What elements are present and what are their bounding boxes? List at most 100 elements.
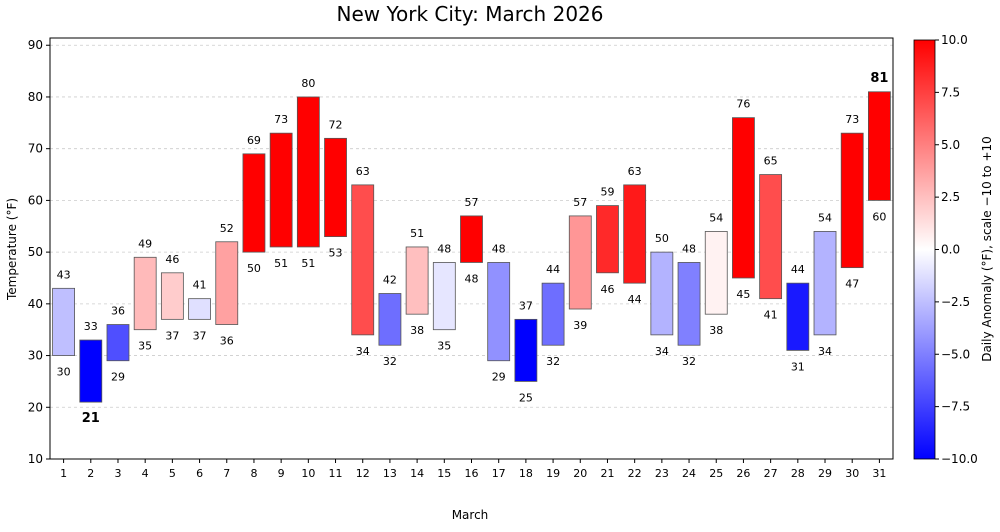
colorbar-gradient bbox=[913, 39, 936, 460]
high-label: 57 bbox=[573, 196, 587, 209]
bar-day-26 bbox=[732, 117, 755, 279]
low-label: 32 bbox=[682, 355, 696, 368]
bar-day-22 bbox=[623, 184, 647, 284]
bar-day-28 bbox=[786, 282, 810, 351]
low-label: 25 bbox=[519, 391, 533, 404]
low-label: 47 bbox=[845, 278, 859, 291]
low-label: 34 bbox=[356, 345, 370, 358]
x-tick-label: 26 bbox=[736, 467, 750, 480]
x-tick-label: 8 bbox=[250, 467, 257, 480]
x-tick-label: 4 bbox=[142, 467, 149, 480]
y-tick-label: 30 bbox=[28, 349, 43, 363]
x-tick-label: 14 bbox=[410, 467, 424, 480]
bar-day-2 bbox=[79, 339, 103, 403]
chart-title: New York City: March 2026 bbox=[336, 2, 603, 26]
y-tick-label: 40 bbox=[28, 297, 43, 311]
x-tick-label: 27 bbox=[764, 467, 778, 480]
bar-day-18 bbox=[514, 318, 538, 382]
low-label: 51 bbox=[274, 257, 288, 270]
high-label: 69 bbox=[247, 134, 261, 147]
colorbar-tick-label: −7.5 bbox=[941, 400, 970, 414]
x-tick-label: 5 bbox=[169, 467, 176, 480]
bar-day-31 bbox=[868, 91, 891, 201]
y-axis-label: Temperature (°F) bbox=[5, 198, 19, 301]
low-label: 32 bbox=[546, 355, 560, 368]
high-label: 63 bbox=[628, 165, 642, 178]
low-label: 35 bbox=[437, 340, 451, 353]
high-label: 51 bbox=[410, 227, 424, 240]
colorbar-tick-label: 10.0 bbox=[941, 33, 968, 47]
bar-day-3 bbox=[106, 324, 130, 362]
low-label: 36 bbox=[220, 335, 234, 348]
high-label: 33 bbox=[84, 320, 98, 333]
low-label: 50 bbox=[247, 262, 261, 275]
high-label: 44 bbox=[791, 263, 805, 276]
x-tick-label: 21 bbox=[600, 467, 614, 480]
colorbar: 10.0 7.5 5.0 2.5 0.0 −2.5 −5.0 −7.5 −10.0 Daily … bbox=[913, 33, 994, 466]
x-tick-label: 16 bbox=[465, 467, 479, 480]
x-tick-label: 3 bbox=[114, 467, 121, 480]
bar-day-16 bbox=[460, 215, 483, 263]
low-label: 37 bbox=[193, 329, 207, 342]
high-label: 48 bbox=[492, 242, 506, 255]
bar-day-30 bbox=[840, 132, 864, 269]
low-label: 60 bbox=[872, 210, 886, 223]
high-label: 72 bbox=[329, 118, 343, 131]
low-label: 31 bbox=[791, 360, 805, 373]
low-label: 35 bbox=[138, 340, 152, 353]
x-tick-label: 13 bbox=[383, 467, 397, 480]
low-label: 41 bbox=[764, 309, 778, 322]
high-label: 65 bbox=[764, 155, 778, 168]
high-label: 49 bbox=[138, 237, 152, 250]
colorbar-tick-label: 2.5 bbox=[941, 190, 960, 204]
y-tick-label: 20 bbox=[28, 400, 43, 414]
y-tick-label: 90 bbox=[28, 38, 43, 52]
high-label: 52 bbox=[220, 222, 234, 235]
x-tick-label: 30 bbox=[845, 467, 859, 480]
high-label: 50 bbox=[655, 232, 669, 245]
low-label: 29 bbox=[111, 371, 125, 384]
x-tick-label: 9 bbox=[278, 467, 285, 480]
bar-day-7 bbox=[215, 241, 239, 325]
high-label: 73 bbox=[845, 113, 859, 126]
low-label: 48 bbox=[465, 272, 479, 285]
high-label: 46 bbox=[165, 253, 179, 266]
high-label: 80 bbox=[301, 77, 315, 90]
high-label: 54 bbox=[709, 211, 723, 224]
x-tick-label: 25 bbox=[709, 467, 723, 480]
bar-day-12 bbox=[351, 184, 375, 336]
bar-day-5 bbox=[160, 272, 184, 320]
high-label: 42 bbox=[383, 273, 397, 286]
high-label: 36 bbox=[111, 305, 125, 318]
low-label: 53 bbox=[329, 247, 343, 260]
high-label: 48 bbox=[682, 242, 696, 255]
y-tick-label: 60 bbox=[28, 193, 43, 207]
low-label: 45 bbox=[736, 288, 750, 301]
low-label: 30 bbox=[57, 366, 71, 379]
high-label: 44 bbox=[546, 263, 560, 276]
high-label: 48 bbox=[437, 242, 451, 255]
x-tick-label: 7 bbox=[223, 467, 230, 480]
high-label: 37 bbox=[519, 299, 533, 312]
high-label: 54 bbox=[818, 211, 832, 224]
bar-day-8 bbox=[242, 153, 266, 253]
x-tick-label: 29 bbox=[818, 467, 832, 480]
bar-day-21 bbox=[596, 205, 619, 274]
x-tick-label: 24 bbox=[682, 467, 696, 480]
bar-day-27 bbox=[759, 174, 783, 300]
high-label: 43 bbox=[57, 268, 71, 281]
x-tick-label: 19 bbox=[546, 467, 560, 480]
bar-day-19 bbox=[541, 282, 565, 346]
low-label: 37 bbox=[165, 329, 179, 342]
bar-day-24 bbox=[677, 262, 701, 346]
high-label: 73 bbox=[274, 113, 288, 126]
x-tick-label: 10 bbox=[301, 467, 315, 480]
low-label: 21 bbox=[82, 411, 100, 426]
x-axis-label: March bbox=[452, 508, 489, 522]
bar-day-9 bbox=[269, 132, 293, 248]
bar-day-15 bbox=[432, 262, 456, 331]
x-tick-label: 17 bbox=[492, 467, 506, 480]
low-label: 39 bbox=[573, 319, 587, 332]
bar-day-23 bbox=[650, 251, 674, 336]
